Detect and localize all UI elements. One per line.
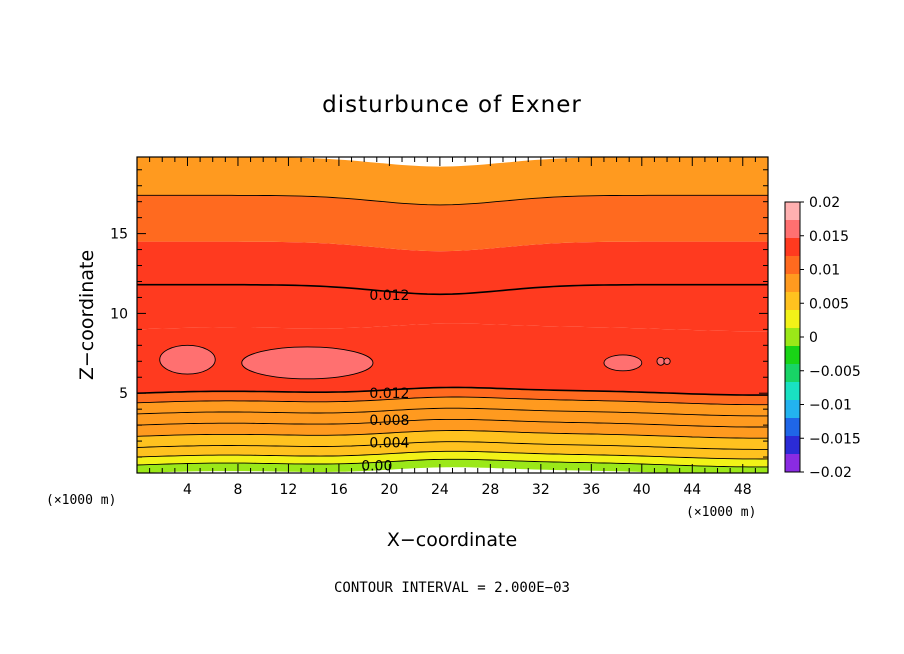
colorbar-swatch-14: [785, 202, 800, 220]
contour-line-7: [137, 386, 768, 396]
z-axis-ticks: 5 10 15: [110, 169, 768, 458]
x-axis-ticks: 4 8 12 16 20 24 28 32 36 40 44 48: [149, 157, 756, 498]
contour-labels: 0.012 0.012 0.008 0.004 0.00: [361, 288, 409, 475]
x-tick-label-16: 16: [330, 482, 348, 498]
x-tick-label-28: 28: [481, 482, 499, 498]
x-axis-label: X−coordinate: [387, 529, 517, 551]
x-tick-label-20: 20: [380, 482, 398, 498]
x-unit-label-right: (×1000 m): [686, 505, 756, 520]
contour-label-0: 0.012: [369, 288, 409, 304]
contour-line-8: [137, 283, 768, 296]
contour-line-4: [137, 418, 768, 428]
x-tick-label-24: 24: [431, 482, 449, 498]
colorbar-swatch-4: [785, 382, 800, 400]
colorbar-label-1: 0.015: [809, 229, 849, 245]
contour-label-3: 0.004: [369, 436, 409, 452]
contour-band-11: [137, 195, 768, 252]
contour-line-6: [137, 396, 768, 406]
colorbar-label-3: 0.005: [809, 296, 849, 312]
colorbar-label-4: 0: [809, 330, 818, 346]
high-region-4: [663, 357, 671, 365]
colorbar-label-8: −0.02: [809, 465, 852, 481]
contour-band-12: [137, 157, 768, 205]
x-tick-label-32: 32: [532, 482, 550, 498]
colorbar-swatch-3: [785, 400, 800, 418]
colorbar-label-7: −0.015: [809, 431, 861, 447]
high-region-0: [159, 344, 216, 375]
colorbar-label-0: 0.02: [809, 195, 840, 211]
x-tick-label-8: 8: [233, 482, 242, 498]
contour-interval-note: CONTOUR INTERVAL = 2.000E−03: [334, 580, 570, 596]
colorbar-swatch-11: [785, 256, 800, 274]
high-region-3: [656, 356, 665, 366]
colorbar-swatch-13: [785, 220, 800, 238]
x-unit-label-left: (×1000 m): [46, 493, 116, 508]
colorbar: 0.02 0.015 0.01 0.005 0 −0.005 −0.01 −0.015 −0.0…: [784, 195, 861, 481]
x-tick-label-40: 40: [633, 482, 651, 498]
contour-line-9: [137, 194, 768, 206]
contour-line-3: [137, 430, 768, 439]
contour-band-9: [137, 284, 768, 332]
contour-line-5: [137, 407, 768, 417]
z-tick-label-5: 5: [119, 386, 128, 402]
colorbar-swatch-6: [785, 346, 800, 364]
colorbar-swatch-1: [785, 436, 800, 454]
chart-title: disturbunce of Exner: [322, 92, 582, 118]
colorbar-swatch-9: [785, 292, 800, 310]
z-tick-label-15: 15: [110, 227, 128, 243]
contour-label-1: 0.012: [369, 386, 409, 402]
colorbar-swatch-8: [785, 310, 800, 328]
contour-line-1: [137, 450, 768, 460]
x-tick-label-36: 36: [582, 482, 600, 498]
contour-line-2: [137, 441, 768, 450]
colorbar-swatch-7: [785, 328, 800, 346]
x-tick-label-48: 48: [734, 482, 752, 498]
x-tick-label-12: 12: [280, 482, 298, 498]
contour-band-0: [137, 459, 768, 473]
colorbar-swatch-2: [785, 418, 800, 436]
z-tick-label-10: 10: [110, 306, 128, 322]
contour-lines: [137, 194, 768, 468]
x-tick-label-4: 4: [183, 482, 192, 498]
y-axis-label: Z−coordinate: [76, 250, 98, 380]
contour-band-8: [137, 323, 768, 396]
colorbar-swatch-0: [785, 454, 800, 472]
colorbar-label-2: 0.01: [809, 263, 840, 279]
plot-area: 0.012 0.012 0.008 0.004 0.00: [137, 157, 768, 475]
contour-label-2: 0.008: [369, 413, 409, 429]
colorbar-swatch-12: [785, 238, 800, 256]
contour-band-10: [137, 241, 768, 295]
colorbar-label-5: −0.005: [809, 364, 861, 380]
colorbar-swatch-5: [785, 364, 800, 382]
high-region-2: [603, 354, 643, 372]
high-region-1: [241, 346, 374, 380]
contour-line-0: [137, 458, 768, 468]
colorbar-swatch-10: [785, 274, 800, 292]
contour-label-4: 0.00: [361, 459, 392, 475]
colorbar-label-6: −0.01: [809, 398, 852, 414]
high-regions: [159, 344, 671, 380]
x-tick-label-44: 44: [683, 482, 701, 498]
